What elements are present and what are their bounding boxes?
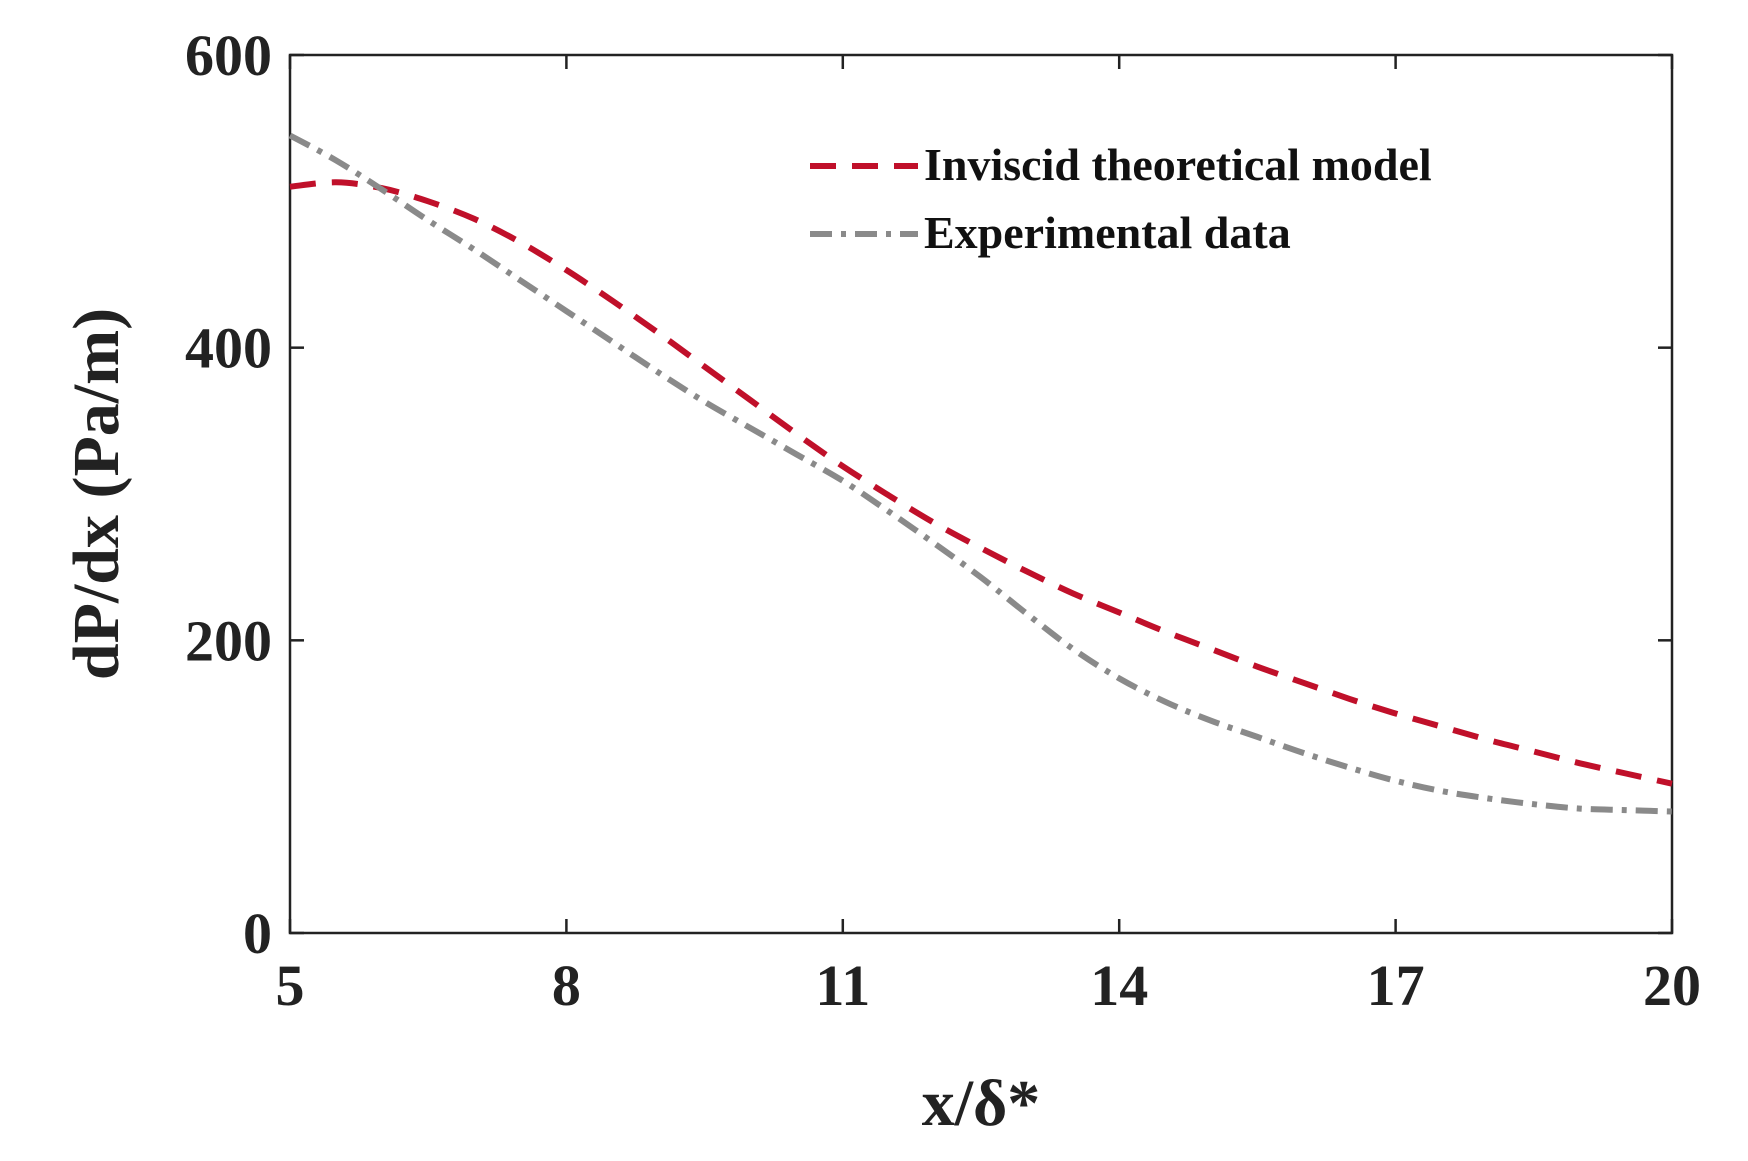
x-tick-label: 17	[1367, 953, 1425, 1018]
plot-frame	[288, 53, 1674, 935]
plot-border	[288, 53, 1674, 935]
y-tick-label: 600	[185, 23, 272, 88]
y-tick-label: 200	[185, 608, 272, 673]
x-tick-label: 8	[552, 953, 581, 1018]
y-tick-label: 0	[243, 901, 272, 966]
legend-label: Inviscid theoretical model	[924, 139, 1432, 190]
x-axis-label: x/δ*	[922, 1067, 1041, 1140]
series-layer	[288, 132, 1673, 815]
y-tick-label: 400	[185, 316, 272, 381]
x-tick-label: 5	[276, 953, 305, 1018]
legend-label: Experimental data	[924, 207, 1291, 258]
x-tick-label: 11	[815, 953, 870, 1018]
x-tick-label: 14	[1090, 953, 1148, 1018]
y-axis-label: dP/dx (Pa/m)	[60, 308, 133, 680]
legend: Inviscid theoretical model Experimental d…	[810, 139, 1432, 258]
series-line-experimental-data	[288, 132, 1673, 815]
x-tick-label: 20	[1643, 953, 1701, 1018]
series-line-inviscid-model	[289, 179, 1673, 787]
